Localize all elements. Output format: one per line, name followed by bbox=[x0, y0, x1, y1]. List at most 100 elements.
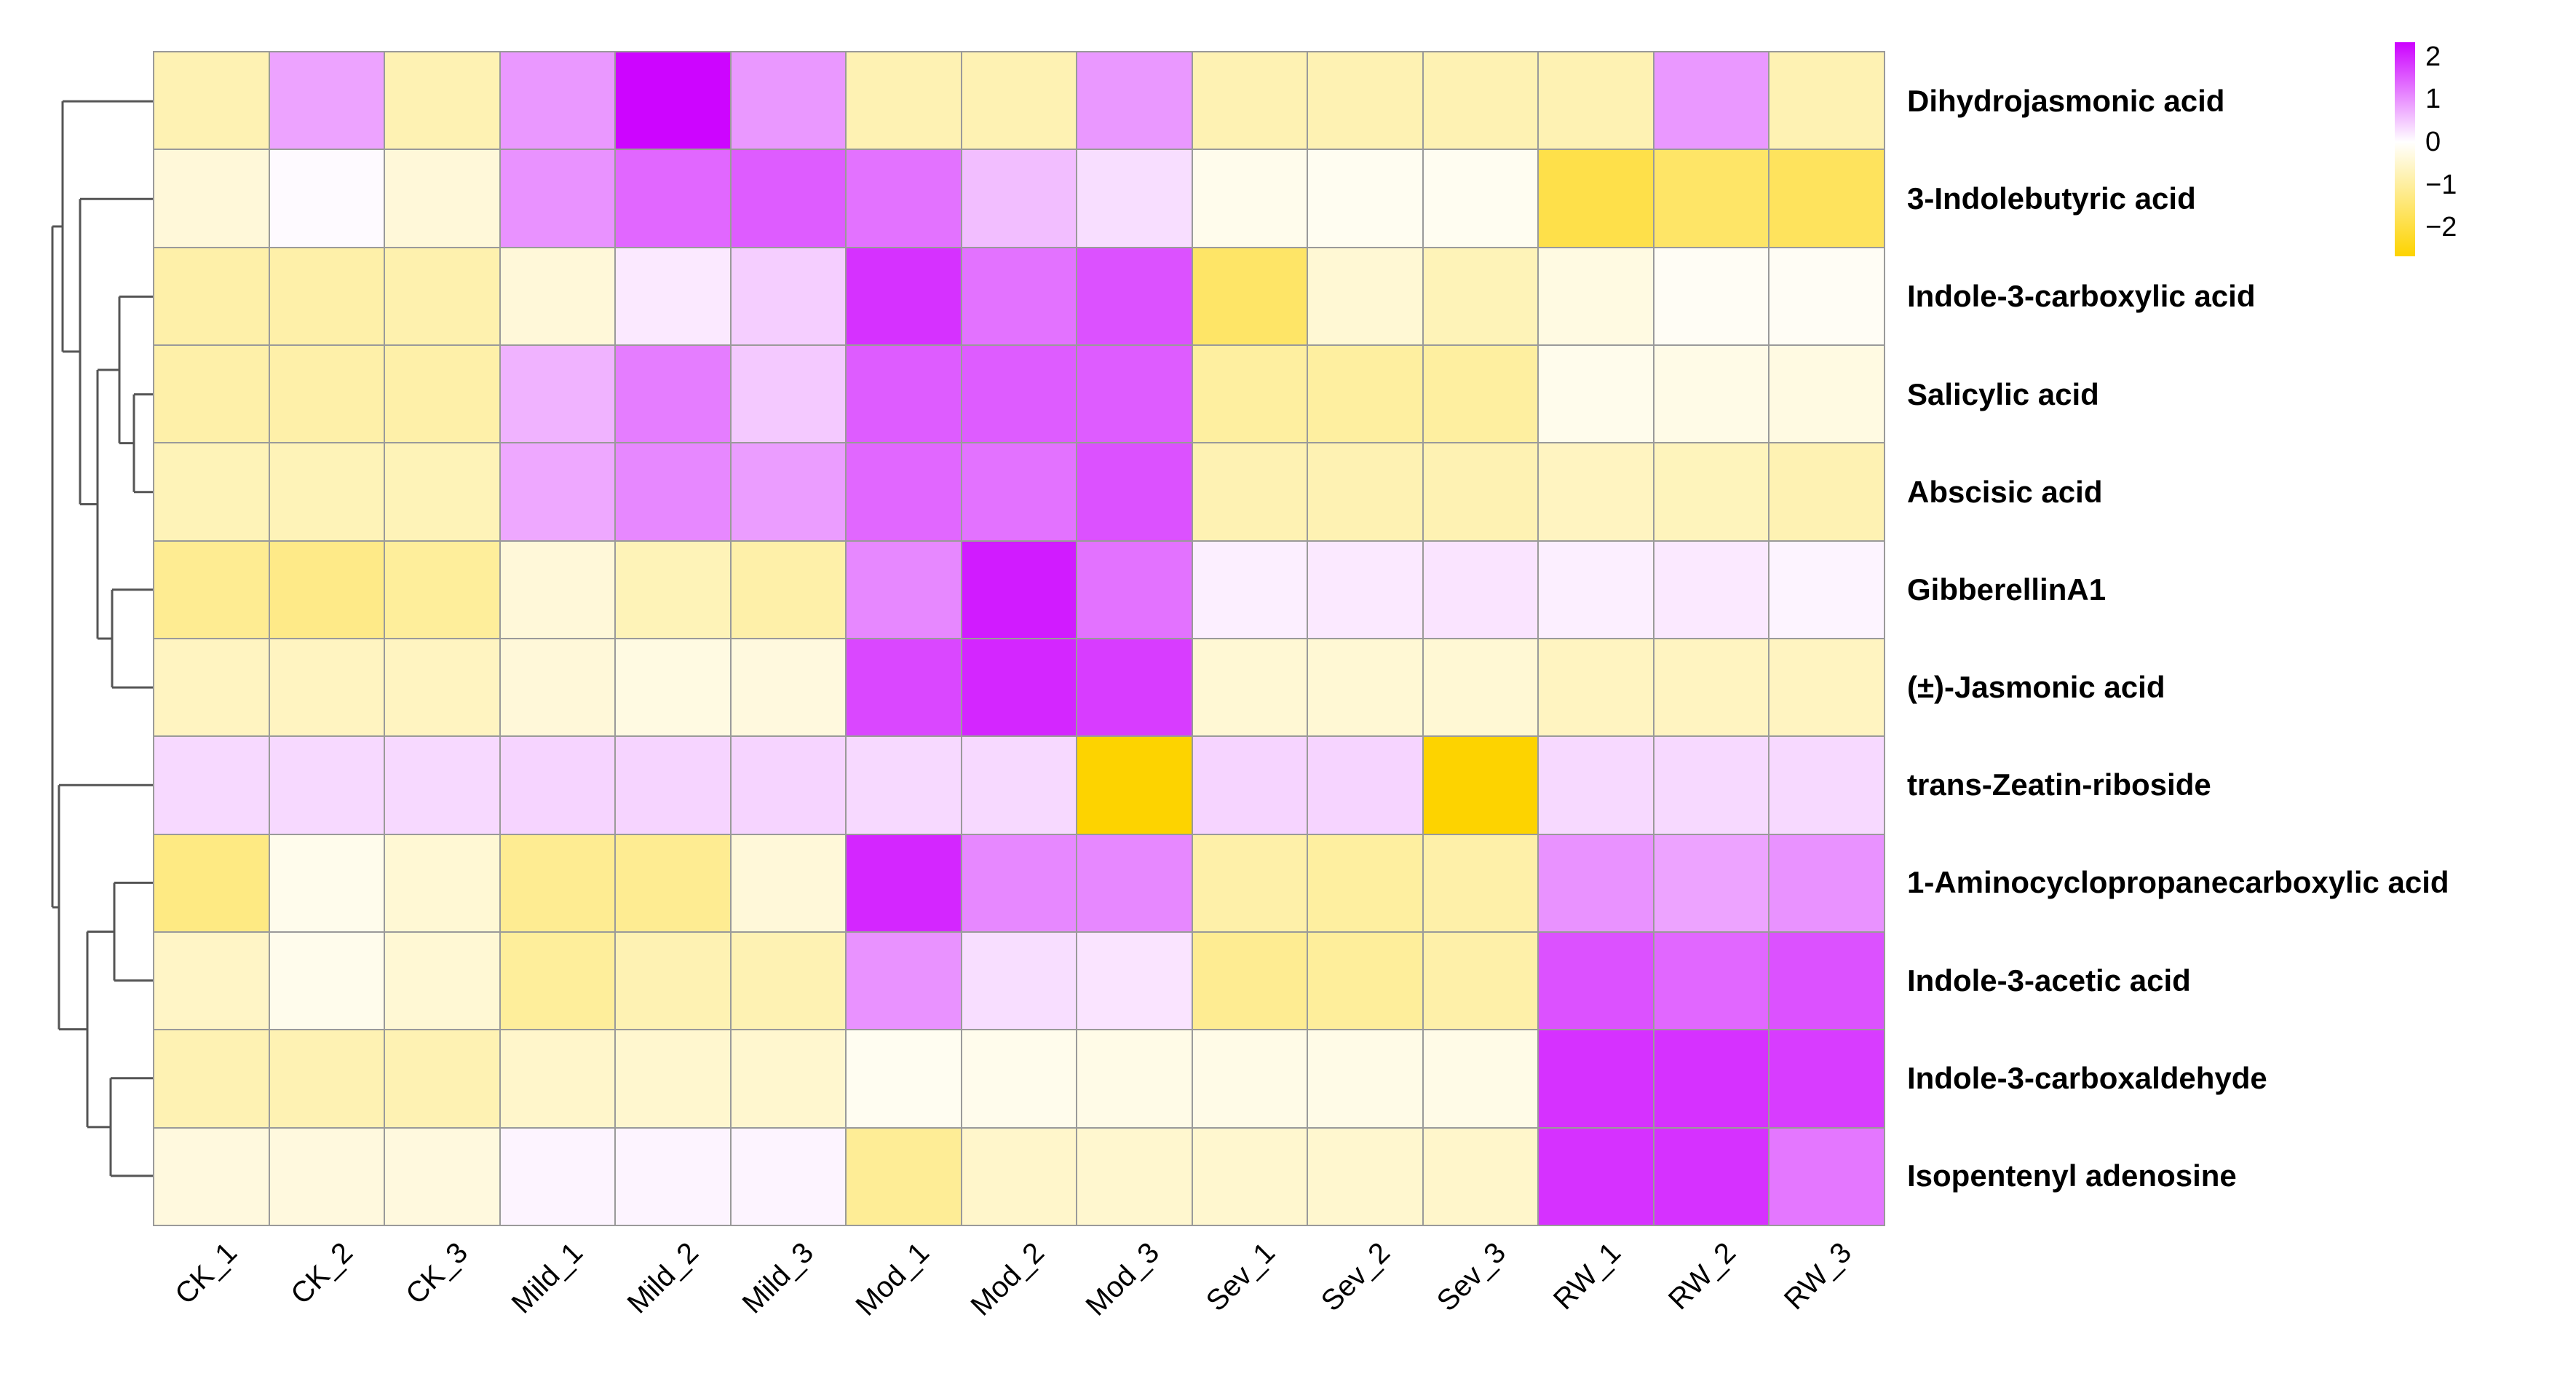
heatmap-cell bbox=[962, 1128, 1077, 1225]
heatmap-cell bbox=[269, 541, 384, 638]
heatmap-cell bbox=[616, 737, 730, 834]
heatmap-cell bbox=[731, 737, 846, 834]
heatmap-cell bbox=[847, 932, 961, 1030]
heatmap-cell bbox=[1654, 932, 1769, 1030]
heatmap-cell bbox=[154, 541, 269, 638]
heatmap-cell bbox=[731, 1030, 846, 1127]
heatmap-cell bbox=[1077, 834, 1192, 931]
heatmap-cell bbox=[1192, 248, 1307, 344]
heatmap-cell bbox=[731, 932, 846, 1030]
heatmap-cell bbox=[1769, 541, 1884, 638]
heatmap-cell bbox=[616, 52, 730, 149]
heatmap-cell bbox=[1539, 639, 1653, 736]
heatmap-cell bbox=[1423, 150, 1538, 247]
heatmap-cell bbox=[500, 1128, 615, 1225]
heatmap-cell bbox=[1308, 1030, 1422, 1127]
heatmap-cell bbox=[154, 932, 269, 1030]
heatmap-cell bbox=[1539, 834, 1653, 931]
heatmap-cell bbox=[1769, 1128, 1884, 1225]
heatmap-cell bbox=[1192, 1030, 1307, 1127]
heatmap-cell bbox=[731, 1128, 846, 1225]
heatmap-cell bbox=[616, 443, 730, 540]
heatmap-cell bbox=[385, 737, 499, 834]
heatmap-cell bbox=[385, 52, 499, 149]
legend-tick-label: 2 bbox=[2425, 41, 2441, 72]
heatmap-cell bbox=[1769, 932, 1884, 1030]
heatmap-cell bbox=[962, 248, 1077, 344]
row-label: Isopentenyl adenosine bbox=[1907, 1158, 2237, 1193]
heatmap-cell bbox=[616, 834, 730, 931]
row-label: GibberellinA1 bbox=[1907, 572, 2107, 607]
heatmap-cell bbox=[847, 1128, 961, 1225]
heatmap-cell bbox=[1077, 541, 1192, 638]
heatmap-cell bbox=[616, 150, 730, 247]
row-label: Indole-3-acetic acid bbox=[1907, 963, 2191, 998]
heatmap-cell bbox=[1308, 52, 1422, 149]
heatmap-cell bbox=[1539, 443, 1653, 540]
heatmap-cell bbox=[1192, 541, 1307, 638]
heatmap-cell bbox=[847, 443, 961, 540]
row-label: Indole-3-carboxylic acid bbox=[1907, 279, 2256, 314]
heatmap-cell bbox=[616, 345, 730, 443]
heatmap-cell bbox=[1769, 248, 1884, 344]
heatmap-cell bbox=[1077, 52, 1192, 149]
heatmap-cell bbox=[269, 1030, 384, 1127]
heatmap-cell bbox=[1192, 150, 1307, 247]
heatmap-cell bbox=[385, 541, 499, 638]
heatmap-cell bbox=[1769, 1030, 1884, 1127]
row-dendrogram bbox=[51, 100, 154, 1177]
heatmap-cell bbox=[500, 345, 615, 443]
heatmap-cell bbox=[1192, 834, 1307, 931]
heatmap-cell bbox=[962, 345, 1077, 443]
heatmap-cell bbox=[1077, 737, 1192, 834]
heatmap-cell bbox=[1769, 834, 1884, 931]
heatmap-cell bbox=[154, 639, 269, 736]
heatmap-cell bbox=[1654, 541, 1769, 638]
heatmap-cell bbox=[1308, 737, 1422, 834]
heatmap-cell bbox=[1654, 1128, 1769, 1225]
heatmap-cell bbox=[154, 443, 269, 540]
heatmap-cell bbox=[269, 834, 384, 931]
heatmap-cell bbox=[1423, 834, 1538, 931]
heatmap-cell bbox=[500, 443, 615, 540]
heatmap-cell bbox=[1769, 150, 1884, 247]
heatmap-cell bbox=[154, 1030, 269, 1127]
color-scale-bar bbox=[2395, 42, 2415, 256]
heatmap-cell bbox=[1423, 1030, 1538, 1127]
heatmap-cell bbox=[154, 834, 269, 931]
heatmap-cell bbox=[962, 639, 1077, 736]
heatmap-cell bbox=[1077, 443, 1192, 540]
heatmap-cell bbox=[1654, 834, 1769, 931]
heatmap-cell bbox=[1539, 1030, 1653, 1127]
heatmap-cell bbox=[731, 541, 846, 638]
heatmap-cell bbox=[385, 834, 499, 931]
heatmap-cell bbox=[1192, 345, 1307, 443]
heatmap-cell bbox=[154, 248, 269, 344]
heatmap-cell bbox=[1539, 541, 1653, 638]
heatmap-cell bbox=[1077, 150, 1192, 247]
heatmap-cell bbox=[500, 834, 615, 931]
heatmap-cell bbox=[1308, 541, 1422, 638]
heatmap-cell bbox=[1654, 639, 1769, 736]
heatmap-cell bbox=[1539, 52, 1653, 149]
heatmap-cell bbox=[1654, 52, 1769, 149]
heatmap-cell bbox=[731, 52, 846, 149]
heatmap-cell bbox=[1192, 737, 1307, 834]
heatmap-cell bbox=[1077, 1128, 1192, 1225]
heatmap-cell bbox=[1769, 345, 1884, 443]
heatmap-cell bbox=[847, 150, 961, 247]
heatmap-cell bbox=[385, 150, 499, 247]
heatmap-cell bbox=[154, 737, 269, 834]
heatmap-cell bbox=[847, 639, 961, 736]
heatmap-cell bbox=[1423, 932, 1538, 1030]
row-label: Salicylic acid bbox=[1907, 376, 2099, 411]
heatmap-cell bbox=[1308, 150, 1422, 247]
heatmap-cell bbox=[962, 737, 1077, 834]
heatmap-cell bbox=[962, 52, 1077, 149]
heatmap-cell bbox=[1539, 150, 1653, 247]
legend-tick-label: −1 bbox=[2425, 169, 2457, 200]
heatmap-cell bbox=[269, 345, 384, 443]
heatmap-cell bbox=[269, 52, 384, 149]
heatmap-cell bbox=[1654, 345, 1769, 443]
heatmap-cell bbox=[500, 150, 615, 247]
